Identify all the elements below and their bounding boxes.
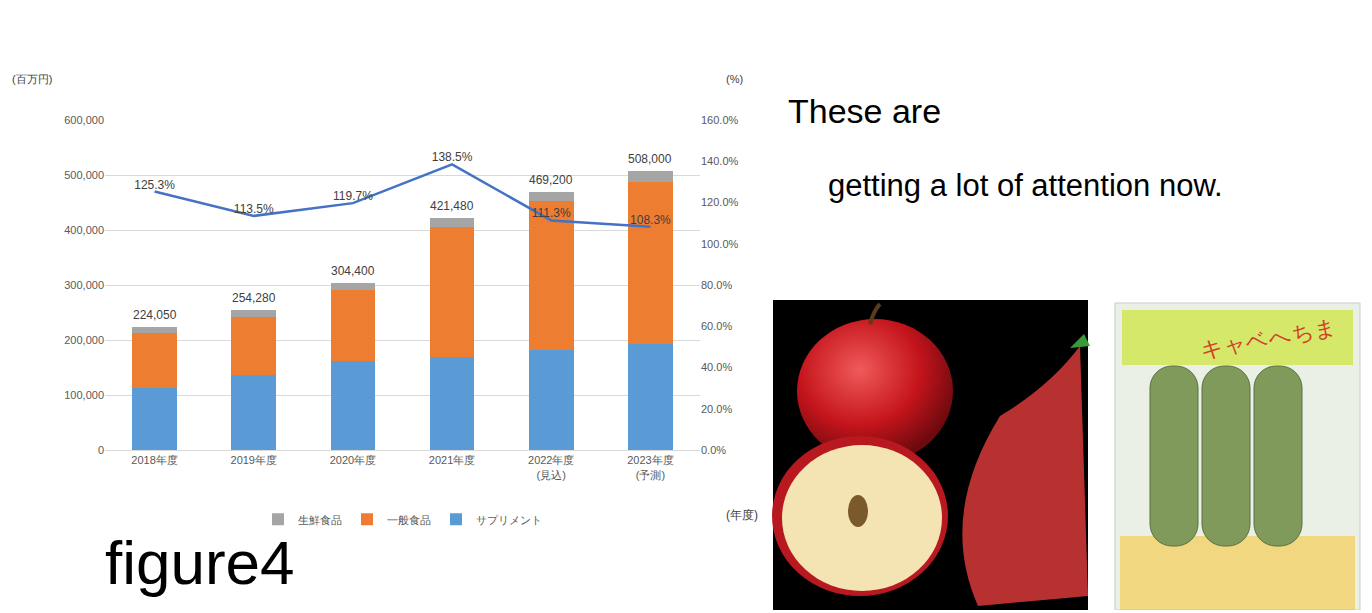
svg-text:160.0%: 160.0% — [701, 114, 739, 126]
html-text:These are: These are — [788, 92, 942, 130]
svg-text:2018年度: 2018年度 — [131, 454, 177, 466]
svg-text:100,000: 100,000 — [64, 389, 104, 401]
svg-text:140.0%: 140.0% — [701, 155, 739, 167]
svg-text:(年度): (年度) — [726, 508, 758, 522]
svg-text:生鮮食品: 生鮮食品 — [298, 514, 342, 526]
svg-text:421,480: 421,480 — [430, 199, 474, 213]
svg-text:80.0%: 80.0% — [701, 279, 732, 291]
svg-text:400,000: 400,000 — [64, 224, 104, 236]
html-text:getting a lot of attention now: getting a lot of attention now. — [828, 168, 1223, 203]
svg-text:0.0%: 0.0% — [701, 444, 726, 456]
svg-text:300,000: 300,000 — [64, 279, 104, 291]
svg-text:138.5%: 138.5% — [432, 150, 473, 164]
svg-text:600,000: 600,000 — [64, 114, 104, 126]
svg-text:(百万円): (百万円) — [12, 73, 52, 85]
svg-text:2020年度: 2020年度 — [330, 454, 376, 466]
svg-text:224,050: 224,050 — [133, 308, 177, 322]
svg-text:0: 0 — [98, 444, 104, 456]
svg-text:120.0%: 120.0% — [701, 196, 739, 208]
svg-text:508,000: 508,000 — [628, 152, 672, 166]
svg-text:2019年度: 2019年度 — [231, 454, 277, 466]
svg-text:200,000: 200,000 — [64, 334, 104, 346]
svg-text:113.5%: 113.5% — [234, 202, 274, 216]
svg-text:サプリメント: サプリメント — [476, 514, 542, 526]
svg-text:125.3%: 125.3% — [134, 178, 175, 192]
svg-text:一般食品: 一般食品 — [387, 514, 431, 526]
svg-text:キャベへちま: キャベへちま — [1199, 314, 1339, 363]
svg-text:20.0%: 20.0% — [701, 403, 732, 415]
svg-text:108.3%: 108.3% — [630, 213, 671, 227]
svg-text:2021年度: 2021年度 — [429, 454, 475, 466]
svg-text:111.3%: 111.3% — [532, 206, 571, 220]
svg-text:254,280: 254,280 — [232, 291, 276, 305]
svg-text:(%): (%) — [726, 73, 743, 85]
svg-text:500,000: 500,000 — [64, 169, 104, 181]
html-text:figure4: figure4 — [105, 528, 295, 597]
svg-text:469,200: 469,200 — [529, 173, 573, 187]
svg-text:40.0%: 40.0% — [701, 361, 732, 373]
svg-text:2022年度(見込): 2022年度(見込) — [528, 454, 574, 480]
svg-text:2023年度(予測): 2023年度(予測) — [627, 454, 673, 480]
svg-text:100.0%: 100.0% — [701, 238, 739, 250]
svg-text:119.7%: 119.7% — [333, 189, 373, 203]
svg-text:304,400: 304,400 — [331, 264, 375, 278]
svg-text:60.0%: 60.0% — [701, 320, 732, 332]
